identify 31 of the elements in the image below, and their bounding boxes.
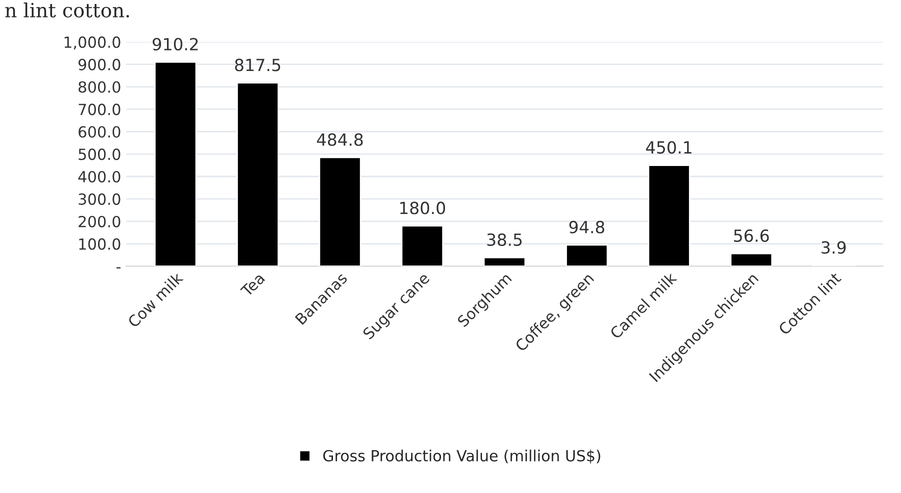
text: 56.6 [734,229,769,242]
y-tick-label: 800.0 [78,81,120,93]
y-tick-label: - [116,267,121,268]
text: 94.8 [569,220,604,234]
text: 910.2 [152,38,198,50]
bar [154,61,197,266]
x-tick-label: Tea [240,272,266,298]
y-tick-label: 1,000.0 [64,36,120,50]
text: 38.5 [487,233,522,246]
text: 484.8 [316,133,363,146]
bar [236,82,280,266]
y-tick-label: 900.0 [78,58,120,70]
bar [401,225,444,266]
y-tick-label: 500.0 [78,148,120,160]
bar [730,252,773,266]
bar [566,244,608,266]
bar [318,156,362,266]
y-tick-label: 700.0 [78,104,120,116]
y-tick-label: 300.0 [78,193,120,205]
text: 450.1 [646,141,692,154]
y-tick-label: 200.0 [78,216,120,228]
text: 180.0 [400,202,446,214]
y-tick-label: 100.0 [79,238,120,250]
bar [483,256,526,266]
text: 3.9 [822,241,846,254]
bar [648,164,690,266]
y-tick-label: 400.0 [78,170,120,183]
text: n lint cotton. [5,2,129,18]
text: 817.5 [235,58,280,72]
y-tick-label: 600.0 [78,126,120,138]
legend-label: Gross Production Value (million US$) [323,450,600,464]
